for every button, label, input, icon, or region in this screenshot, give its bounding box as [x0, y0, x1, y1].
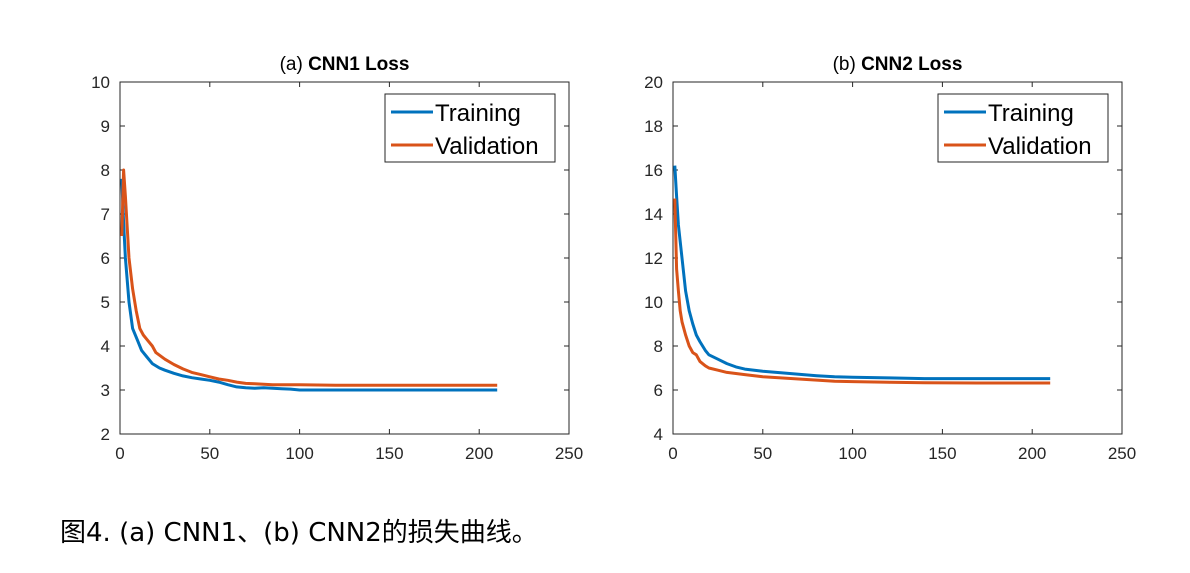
- x-tick-label: 250: [1108, 444, 1136, 463]
- y-tick-label: 9: [101, 117, 110, 136]
- x-tick-label: 50: [200, 444, 219, 463]
- y-tick-label: 18: [644, 117, 663, 136]
- x-tick-label: 50: [753, 444, 772, 463]
- legend-label-training: Training: [988, 100, 1074, 127]
- chart-title-text: CNN2 Loss: [861, 54, 962, 75]
- y-tick-label: 12: [644, 249, 663, 268]
- y-tick-label: 4: [101, 337, 110, 356]
- figure-caption: 图4. (a) CNN1、(b) CNN2的损失曲线。: [60, 512, 538, 549]
- y-tick-label: 7: [101, 205, 110, 224]
- chart-cnn1-loss: 0 50 100 150 200 250 2 3 4 5 6 7 8 9 10 (a) CNN1 Loss Tr…: [91, 54, 583, 463]
- y-tick-label: 3: [101, 381, 110, 400]
- y-tick-label: 14: [644, 205, 663, 224]
- y-tick-label: 8: [654, 337, 663, 356]
- x-tick-label: 100: [838, 444, 866, 463]
- x-tick-label: 250: [555, 444, 583, 463]
- y-tick-label: 16: [644, 161, 663, 180]
- chart-title-prefix: (b): [833, 54, 862, 75]
- x-tick-label: 200: [465, 444, 493, 463]
- legend-label-validation: Validation: [435, 133, 539, 160]
- y-tick-label: 8: [101, 161, 110, 180]
- x-tick-label: 200: [1018, 444, 1046, 463]
- y-tick-label: 10: [644, 293, 663, 312]
- legend-label-validation: Validation: [988, 133, 1092, 160]
- x-tick-label: 150: [928, 444, 956, 463]
- x-tick-label: 0: [668, 444, 677, 463]
- chart-title-prefix: (a): [280, 54, 309, 75]
- y-tick-label: 6: [101, 249, 110, 268]
- y-tick-label: 20: [644, 73, 663, 92]
- chart-title: (b) CNN2 Loss: [833, 54, 963, 75]
- x-tick-label: 0: [115, 444, 124, 463]
- y-tick-label: 6: [654, 381, 663, 400]
- y-tick-label: 5: [101, 293, 110, 312]
- x-tick-label: 100: [285, 444, 313, 463]
- y-tick-label: 2: [101, 425, 110, 444]
- chart-cnn2-loss: 0 50 100 150 200 250 4 6 8 10 12 14 16 18 20 (b) CNN2 L…: [644, 54, 1136, 463]
- chart-title-text: CNN1 Loss: [308, 54, 409, 75]
- chart-title: (a) CNN1 Loss: [280, 54, 410, 75]
- legend-label-training: Training: [435, 100, 521, 127]
- x-tick-label: 150: [375, 444, 403, 463]
- y-tick-label: 10: [91, 73, 110, 92]
- y-tick-label: 4: [654, 425, 663, 444]
